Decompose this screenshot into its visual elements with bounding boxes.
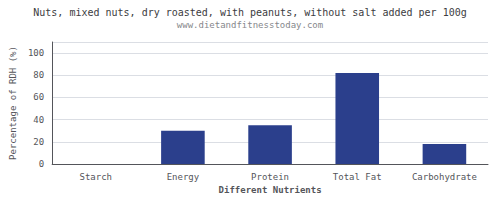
svg-text:0: 0	[39, 159, 44, 169]
svg-text:Total Fat: Total Fat	[333, 172, 382, 182]
svg-text:Carbohydrate: Carbohydrate	[412, 172, 477, 182]
svg-text:Nuts, mixed nuts, dry roasted,: Nuts, mixed nuts, dry roasted, with pean…	[33, 7, 466, 18]
svg-text:Starch: Starch	[79, 172, 112, 182]
svg-text:Different Nutrients: Different Nutrients	[219, 185, 322, 195]
svg-text:80: 80	[33, 70, 44, 80]
svg-text:40: 40	[33, 115, 44, 125]
svg-text:Protein: Protein	[251, 172, 289, 182]
svg-text:20: 20	[33, 137, 44, 147]
svg-text:100: 100	[28, 48, 44, 58]
svg-text:Energy: Energy	[167, 172, 200, 182]
svg-text:Percentage of RDH (%): Percentage of RDH (%)	[8, 46, 18, 160]
svg-text:www.dietandfitnesstoday.com: www.dietandfitnesstoday.com	[177, 20, 323, 30]
svg-text:60: 60	[33, 92, 44, 102]
